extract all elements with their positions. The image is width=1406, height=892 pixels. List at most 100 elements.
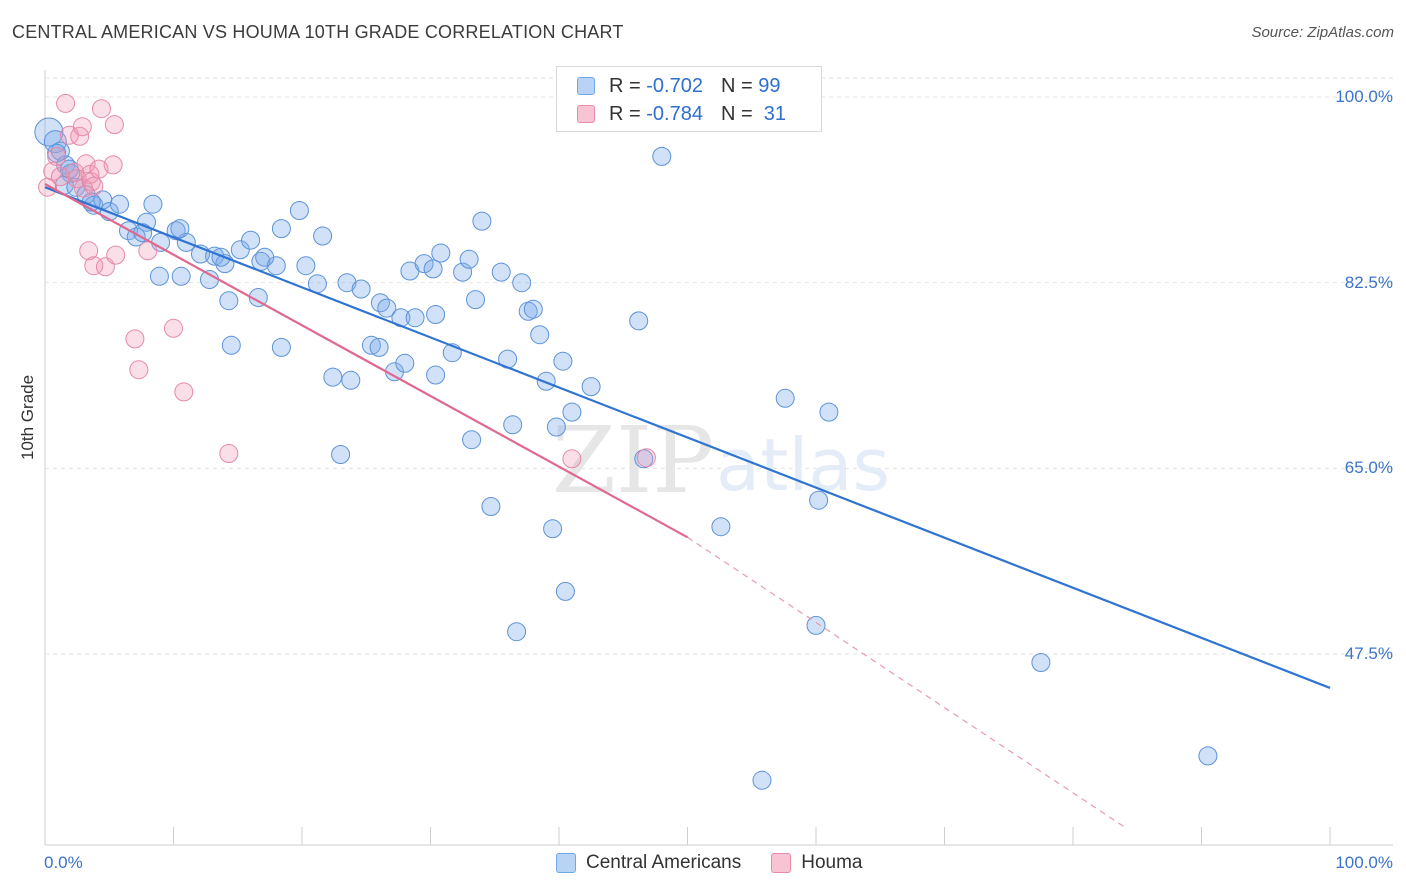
data-point xyxy=(56,93,76,113)
data-point xyxy=(110,194,129,214)
legend-r-value: -0.702 xyxy=(646,74,703,97)
data-point xyxy=(104,115,124,135)
data-point xyxy=(341,370,361,390)
data-point xyxy=(149,266,169,286)
legend-swatch-houma xyxy=(771,853,792,873)
series-houma xyxy=(38,93,656,469)
data-point xyxy=(72,117,92,137)
stats-legend: R = -0.702 N = 99 R = -0.784 N = 31 xyxy=(556,66,822,132)
legend-r-label: R = xyxy=(609,74,641,97)
data-point xyxy=(92,99,111,119)
data-point xyxy=(711,517,731,537)
data-point xyxy=(47,146,67,166)
data-point xyxy=(289,201,309,220)
y-tick-label: 47.5% xyxy=(1344,644,1393,663)
data-point xyxy=(255,247,275,267)
trendline-houma xyxy=(44,183,689,539)
y-tick-label: 100.0% xyxy=(1335,87,1393,106)
data-point xyxy=(752,770,772,790)
data-point xyxy=(530,325,550,345)
legend-r-value: -0.784 xyxy=(646,102,703,125)
watermark-atlas: atlas xyxy=(716,423,890,507)
data-point xyxy=(241,230,261,250)
data-point xyxy=(629,311,649,331)
data-point xyxy=(129,360,149,380)
data-point xyxy=(331,445,351,464)
y-tick-label: 65.0% xyxy=(1344,458,1393,478)
data-point xyxy=(296,256,316,276)
data-point xyxy=(369,337,389,357)
watermark: ZIP atlas xyxy=(552,407,890,514)
trendlines xyxy=(44,183,1331,828)
x-tick-label: 0.0% xyxy=(44,853,83,872)
data-point xyxy=(426,365,446,385)
source-label: Source: ZipAtlas.com xyxy=(1251,24,1394,41)
data-point xyxy=(170,219,190,239)
y-tick-label: 82.5% xyxy=(1344,272,1393,292)
data-point xyxy=(361,335,381,355)
data-point xyxy=(652,146,672,166)
legend-item-houma[interactable]: Houma xyxy=(771,852,862,874)
trendline-houma-extension xyxy=(687,536,1125,828)
data-point xyxy=(138,241,158,261)
data-point xyxy=(89,159,109,179)
data-point xyxy=(370,293,390,313)
data-point xyxy=(34,117,64,147)
data-point xyxy=(84,176,104,196)
data-point xyxy=(323,367,343,387)
gridlines xyxy=(45,77,1393,655)
legend-n-label: N = xyxy=(720,74,753,97)
legend-n-label: N = xyxy=(720,102,753,125)
data-point xyxy=(164,318,183,338)
data-point xyxy=(133,223,153,243)
legend-n-value: 99 xyxy=(758,74,781,97)
data-point xyxy=(562,449,582,469)
data-point xyxy=(806,615,826,635)
data-point xyxy=(219,291,239,311)
data-point xyxy=(809,490,829,510)
data-point xyxy=(405,308,425,328)
legend-swatch-central-americans xyxy=(556,853,576,873)
data-point xyxy=(106,245,126,265)
data-point xyxy=(503,415,523,435)
x-tick-label: 100.0% xyxy=(1335,853,1393,872)
series-legend: Central Americans Houma xyxy=(556,852,892,874)
data-point xyxy=(50,167,70,187)
data-point xyxy=(67,169,87,189)
data-point xyxy=(271,219,291,239)
legend-n-value: 31 xyxy=(763,102,787,125)
data-point xyxy=(553,351,573,371)
data-point xyxy=(543,519,563,539)
data-point xyxy=(174,382,194,402)
legend-item-central-americans[interactable]: Central Americans xyxy=(556,852,741,874)
legend-label-central-americans: Central Americans xyxy=(586,852,742,873)
legend-row-houma: R = -0.784 N = 31 xyxy=(577,101,786,127)
data-point xyxy=(1031,653,1051,672)
watermark-zip: ZIP xyxy=(552,407,714,514)
data-point xyxy=(337,273,357,293)
series-points xyxy=(34,84,1218,790)
legend-label-houma: Houma xyxy=(801,852,863,873)
data-point xyxy=(76,154,96,174)
data-point xyxy=(512,273,532,293)
data-point xyxy=(423,259,443,279)
trendline-central-americans xyxy=(44,186,1331,689)
data-point xyxy=(395,353,415,373)
data-point xyxy=(459,249,479,269)
data-point xyxy=(125,329,145,349)
data-point xyxy=(507,622,527,642)
legend-swatch-central-americans xyxy=(577,77,595,95)
data-point xyxy=(481,497,501,516)
data-point xyxy=(431,243,451,263)
chart-title: CENTRAL AMERICAN VS HOUMA 10TH GRADE COR… xyxy=(12,22,624,42)
data-point xyxy=(221,335,241,355)
data-point xyxy=(103,155,123,175)
data-point xyxy=(230,240,250,260)
data-point xyxy=(313,226,333,246)
data-point xyxy=(171,266,191,286)
data-point xyxy=(555,581,575,601)
data-point xyxy=(426,305,446,324)
data-point xyxy=(581,377,601,397)
data-point xyxy=(819,402,839,422)
